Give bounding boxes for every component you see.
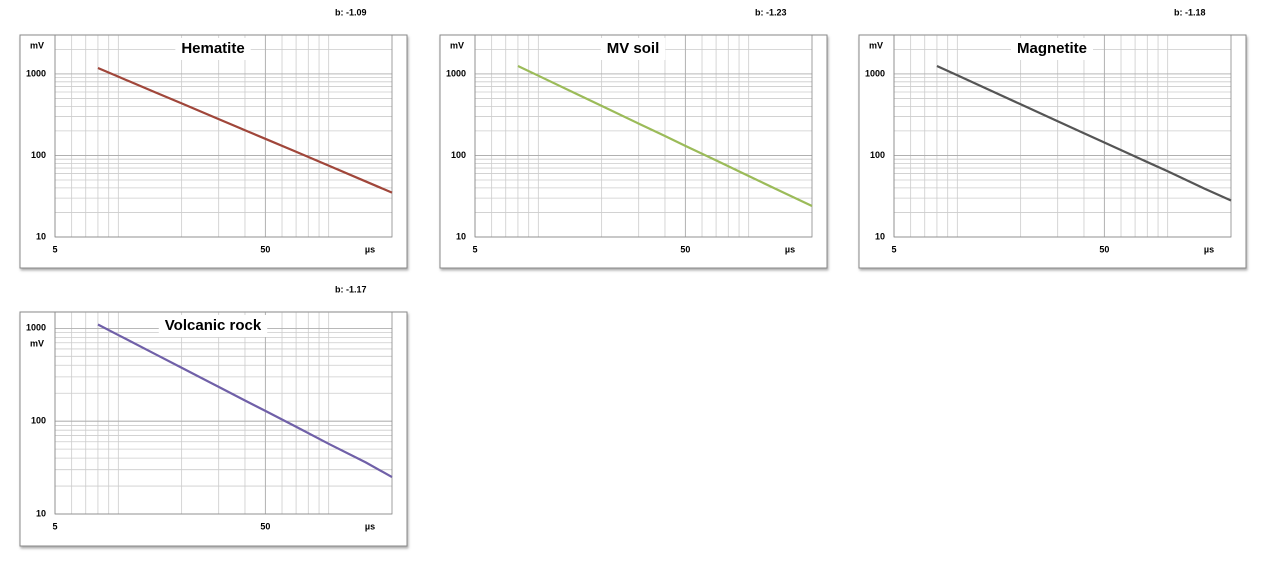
x-tick-label: 5	[52, 244, 57, 254]
y-tick-label: 1000	[446, 68, 466, 78]
panel	[858, 34, 1247, 269]
title-box	[1010, 38, 1094, 60]
y-tick-label: 100	[31, 416, 46, 426]
y-tick-label: 100	[31, 150, 46, 160]
title-box	[158, 315, 268, 337]
data-line	[936, 65, 1232, 202]
y-tick-label: 100	[451, 150, 466, 160]
slope-label: b: -1.23	[755, 7, 787, 17]
x-axis-label: µs	[1204, 244, 1214, 254]
title-box	[175, 38, 251, 60]
slope-label: b: -1.17	[335, 284, 367, 294]
y-tick-label: 10	[875, 231, 885, 241]
y-axis-label: mV	[869, 40, 883, 50]
slope-label: b: -1.09	[335, 7, 367, 17]
panel	[439, 34, 828, 269]
y-tick-label: 10	[36, 231, 46, 241]
y-tick-label: 10	[36, 508, 46, 518]
chart-title: MV soil	[607, 40, 660, 57]
y-tick-label: 1000	[865, 68, 885, 78]
data-line	[517, 65, 813, 207]
x-axis-label: µs	[785, 244, 795, 254]
slope-label: b: -1.18	[1174, 7, 1206, 17]
x-axis-label: µs	[365, 244, 375, 254]
y-axis-label: mV	[450, 40, 464, 50]
y-axis-label: mV	[30, 40, 44, 50]
data-line	[97, 67, 393, 194]
x-tick-label: 5	[52, 521, 57, 531]
y-tick-label: 10	[456, 231, 466, 241]
panel	[19, 311, 408, 547]
y-tick-label: 1000	[26, 68, 46, 78]
x-tick-label: 5	[472, 244, 477, 254]
x-axis-label: µs	[365, 521, 375, 531]
title-box	[600, 38, 666, 60]
chart-title: Magnetite	[1017, 40, 1087, 57]
plot-area	[54, 311, 393, 515]
x-tick-label: 50	[260, 521, 270, 531]
data-line	[97, 323, 393, 479]
x-tick-label: 5	[891, 244, 896, 254]
x-tick-label: 50	[680, 244, 690, 254]
plot-area	[474, 34, 813, 238]
y-axis-label: mV	[30, 339, 44, 349]
y-tick-label: 1000	[26, 323, 46, 333]
y-tick-label: 100	[870, 150, 885, 160]
chart-title: Hematite	[181, 40, 244, 57]
panel	[19, 34, 408, 269]
chart-title: Volcanic rock	[165, 317, 262, 334]
x-tick-label: 50	[260, 244, 270, 254]
plot-area	[54, 34, 393, 238]
x-tick-label: 50	[1099, 244, 1109, 254]
plot-area	[893, 34, 1232, 238]
